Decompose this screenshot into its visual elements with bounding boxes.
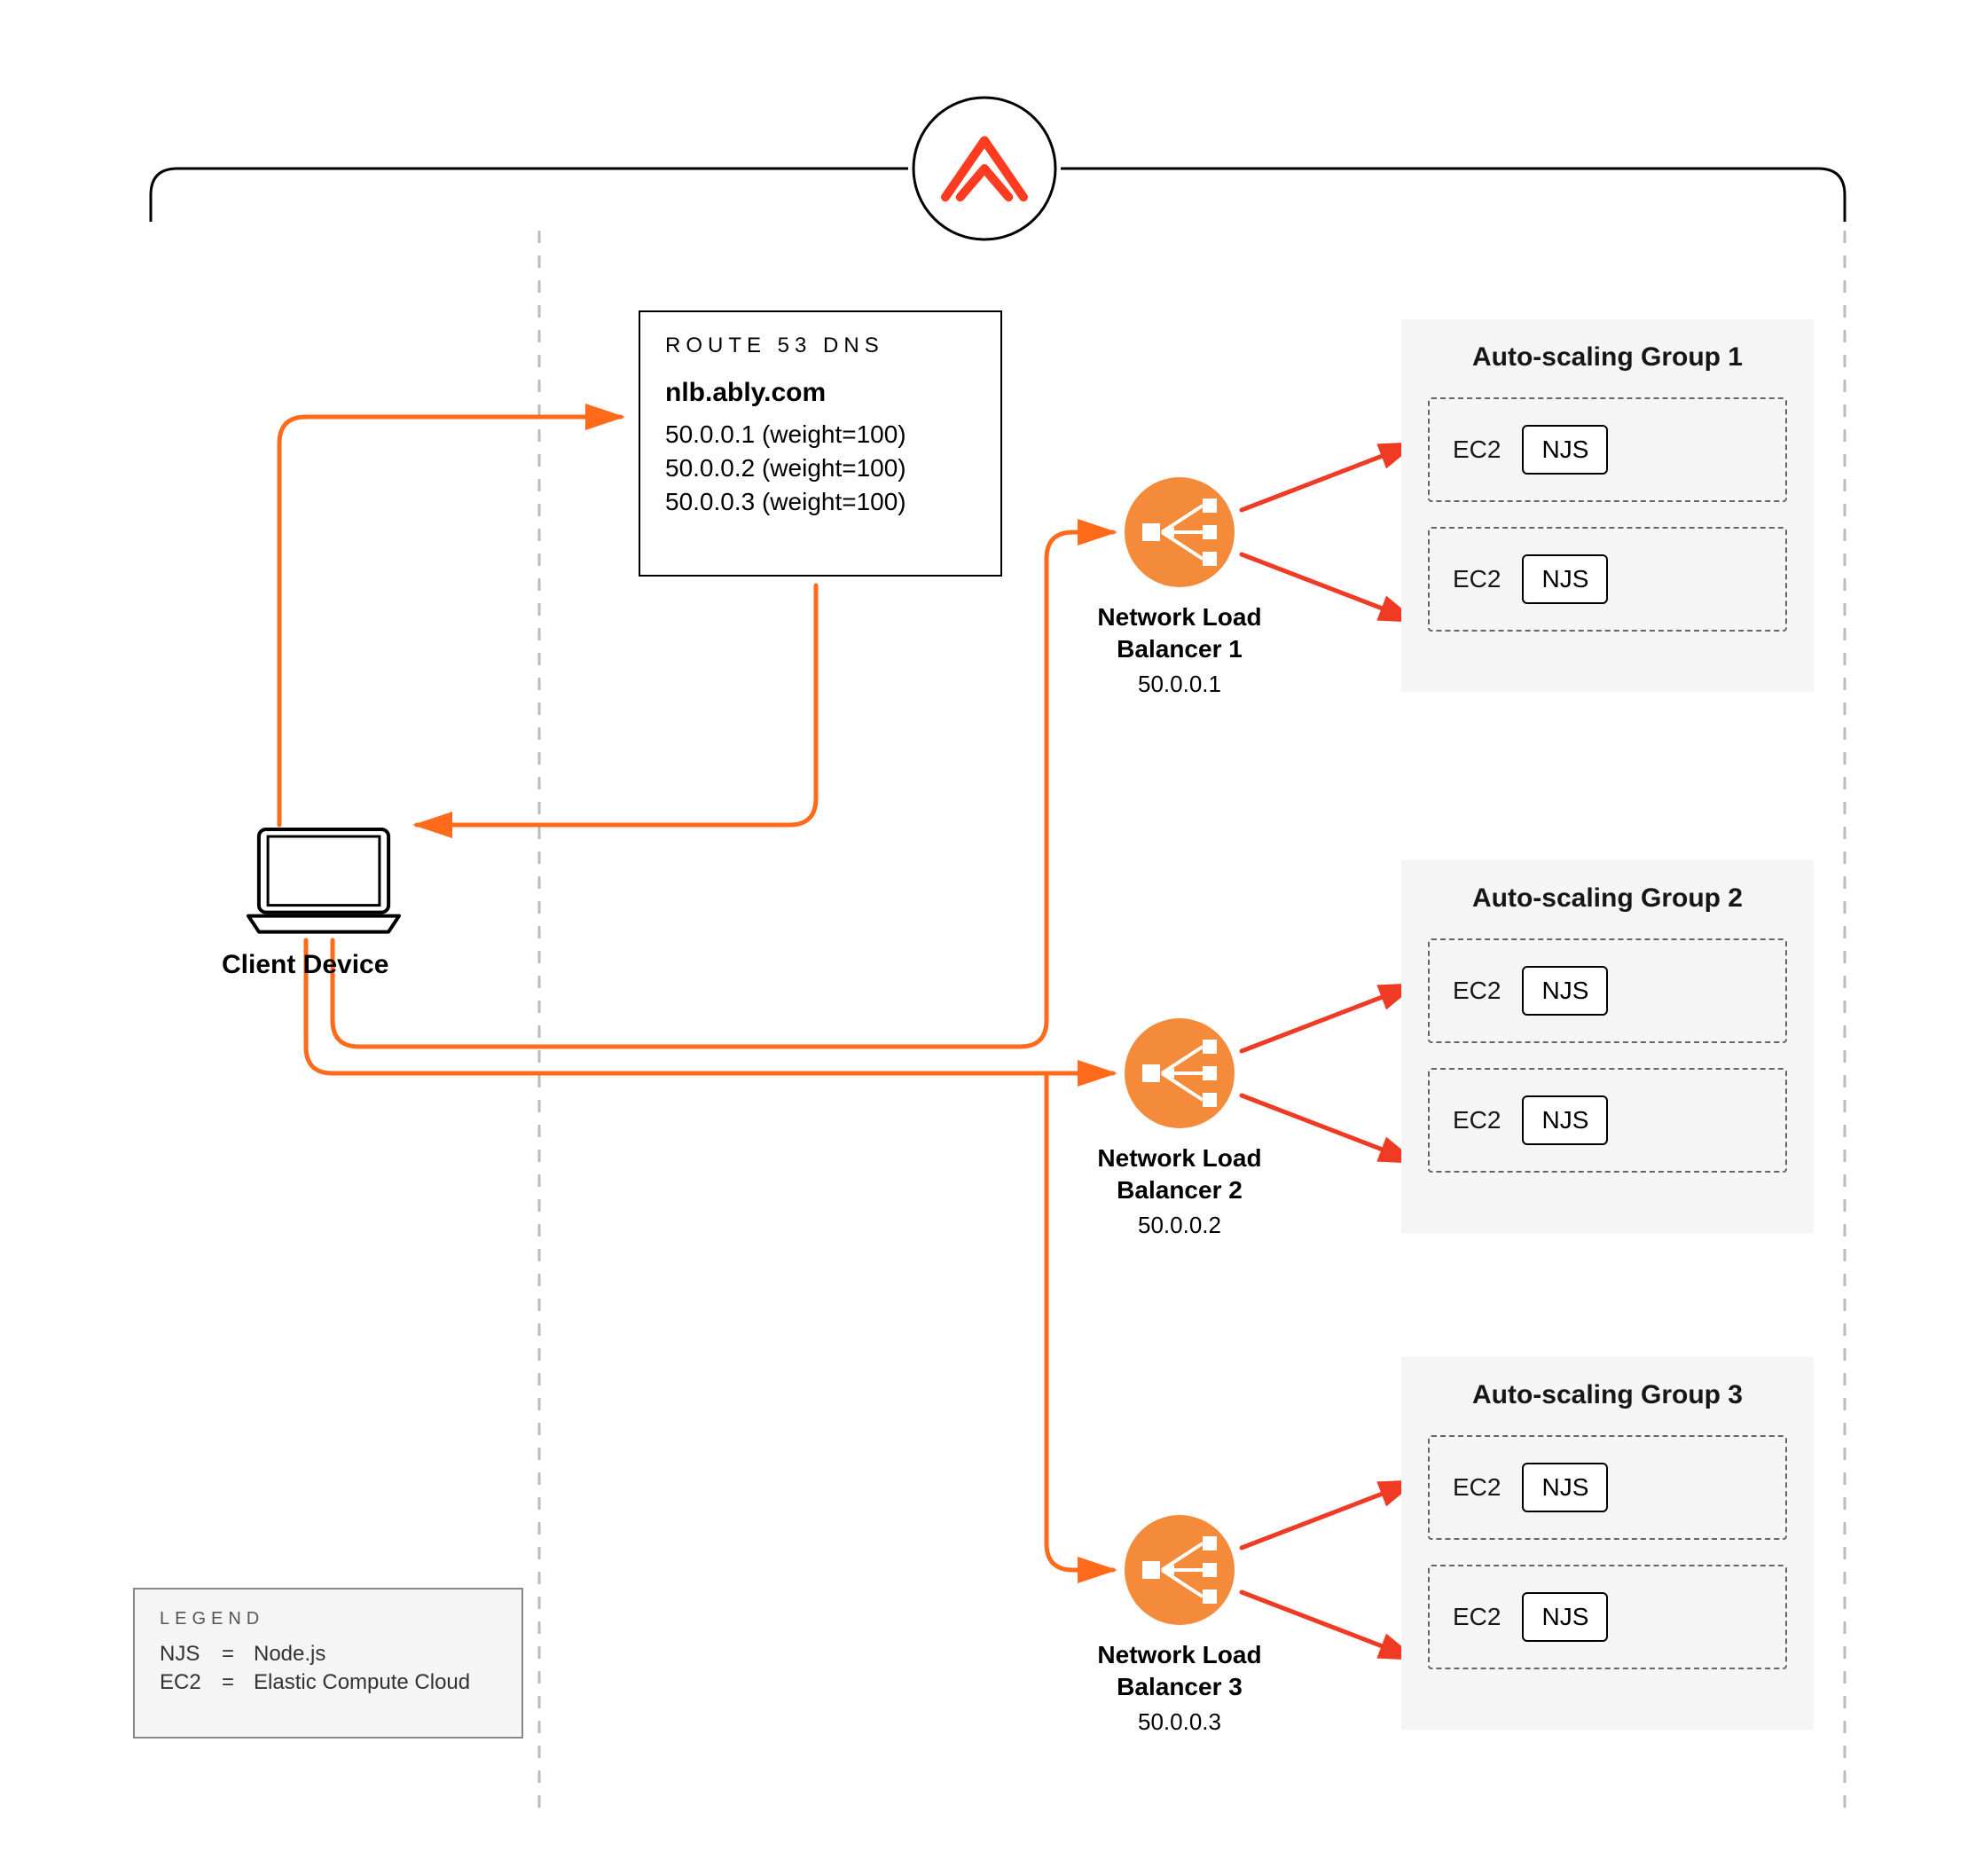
- dns-domain: nlb.ably.com: [665, 378, 976, 408]
- ec2-label: EC2: [1453, 565, 1501, 593]
- njs-pill: NJS: [1522, 425, 1608, 475]
- dns-entry: 50.0.0.3 (weight=100): [665, 488, 976, 516]
- legend-value: Elastic Compute Cloud: [254, 1670, 470, 1695]
- njs-pill: NJS: [1522, 554, 1608, 604]
- legend-value: Node.js: [254, 1642, 325, 1667]
- njs-pill: NJS: [1522, 1592, 1608, 1642]
- instance-box: EC2 NJS: [1428, 1435, 1787, 1540]
- nlb-ip: 50.0.0.3: [1064, 1708, 1295, 1736]
- ec2-label: EC2: [1453, 1106, 1501, 1134]
- legend-row: NJS = Node.js: [160, 1642, 497, 1667]
- nlb-label: Network Load Balancer 1 50.0.0.1: [1064, 601, 1295, 698]
- nlb-ip: 50.0.0.1: [1064, 671, 1295, 698]
- instance-box: EC2 NJS: [1428, 397, 1787, 502]
- njs-pill: NJS: [1522, 966, 1608, 1016]
- instance-box: EC2 NJS: [1428, 1068, 1787, 1173]
- legend-eq: =: [222, 1670, 254, 1695]
- instance-box: EC2 NJS: [1428, 527, 1787, 632]
- instance-box: EC2 NJS: [1428, 1565, 1787, 1669]
- ec2-label: EC2: [1453, 1603, 1501, 1631]
- nlb-label: Network Load Balancer 3 50.0.0.3: [1064, 1639, 1295, 1736]
- legend-box: LEGEND NJS = Node.js EC2 = Elastic Compu…: [133, 1588, 523, 1739]
- asg-title: Auto-scaling Group 1: [1428, 342, 1787, 373]
- legend-key: EC2: [160, 1670, 222, 1695]
- njs-pill: NJS: [1522, 1463, 1608, 1512]
- legend-title: LEGEND: [160, 1609, 497, 1629]
- autoscaling-group: Auto-scaling Group 2 EC2 NJS EC2 NJS: [1401, 860, 1814, 1233]
- dns-entry: 50.0.0.2 (weight=100): [665, 454, 976, 483]
- nlb-name: Network Load Balancer 1: [1064, 601, 1295, 665]
- autoscaling-group: Auto-scaling Group 3 EC2 NJS EC2 NJS: [1401, 1357, 1814, 1730]
- asg-title: Auto-scaling Group 3: [1428, 1380, 1787, 1410]
- legend-row: EC2 = Elastic Compute Cloud: [160, 1670, 497, 1695]
- asg-title: Auto-scaling Group 2: [1428, 883, 1787, 914]
- nlb-name: Network Load Balancer 2: [1064, 1142, 1295, 1206]
- ec2-label: EC2: [1453, 436, 1501, 464]
- route53-dns-box: ROUTE 53 DNS nlb.ably.com 50.0.0.1 (weig…: [639, 310, 1002, 577]
- njs-pill: NJS: [1522, 1095, 1608, 1145]
- nlb-name: Network Load Balancer 3: [1064, 1639, 1295, 1703]
- dns-title: ROUTE 53 DNS: [665, 334, 976, 358]
- instance-box: EC2 NJS: [1428, 938, 1787, 1043]
- legend-key: NJS: [160, 1642, 222, 1667]
- autoscaling-group: Auto-scaling Group 1 EC2 NJS EC2 NJS: [1401, 319, 1814, 692]
- dns-entry: 50.0.0.1 (weight=100): [665, 420, 976, 449]
- nlb-ip: 50.0.0.2: [1064, 1212, 1295, 1239]
- nlb-label: Network Load Balancer 2 50.0.0.2: [1064, 1142, 1295, 1239]
- diagram-canvas: ROUTE 53 DNS nlb.ably.com 50.0.0.1 (weig…: [0, 0, 1968, 1876]
- ec2-label: EC2: [1453, 1473, 1501, 1502]
- legend-eq: =: [222, 1642, 254, 1667]
- ec2-label: EC2: [1453, 977, 1501, 1005]
- client-device-label: Client Device: [222, 950, 388, 980]
